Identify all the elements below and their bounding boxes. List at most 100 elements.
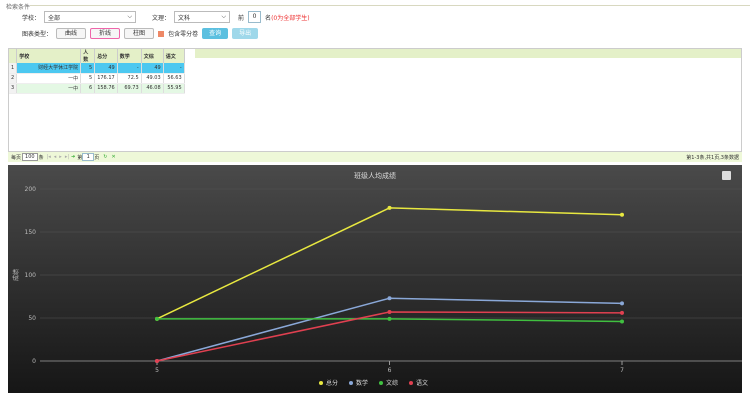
next-page-icon[interactable]: ▸ [59,154,62,160]
legend-marker [349,381,353,385]
chart-type-row: 图表类型： 曲线 折线 柱图 包含零分卷 查询 导出 [22,28,259,39]
legend-item[interactable]: 文综 [386,379,398,387]
col-school[interactable]: 学校 [16,49,82,63]
x-tick-label: 7 [620,367,624,374]
per-page-select[interactable]: 100 [22,153,38,161]
col-total[interactable]: 总分 [94,49,118,63]
y-tick-label: 100 [25,272,37,279]
cell: - [117,63,142,74]
school-value: 全部 [48,14,61,22]
cell: 49.03 [141,73,164,84]
data-point [155,359,159,363]
subject-value: 文科 [178,14,191,22]
page-input[interactable]: 1 [82,153,95,161]
chart-type-label: 图表类型： [22,31,53,38]
col-count[interactable]: 人数 [80,49,96,63]
chart-title: 班级人均成绩 [354,171,396,180]
x-tick-label: 6 [388,367,392,374]
school-label: 学校： [22,14,41,22]
index-header [9,49,18,63]
chevron-down-icon: ⌵ [221,13,227,20]
page-suffix: 页 [94,154,100,161]
chart-type-curve[interactable]: 曲线 [56,28,87,39]
line-chart: 班级人均成绩 0 50 100 150 200 成绩 5 6 7 总分 数学 文综 语文 [12,171,742,387]
col-wenzong[interactable]: 文综 [141,49,164,63]
y-tick-label: 200 [25,186,37,193]
table-row[interactable]: 2 一中 5 176.17 72.5 49.03 56.63 [9,73,185,84]
data-point [387,296,392,301]
first-page-icon[interactable]: |◂ [46,154,51,160]
pager: 每页 100 条 |◂ ◂ ▸ ▸| ➜ 第 1 页 ↻ ✕ 第1-3条,共1页… [8,152,742,162]
cell: 69.73 [117,83,142,94]
top-label: 前 [238,14,245,22]
data-point [387,316,392,321]
data-point [620,301,624,306]
chart-type-line[interactable]: 折线 [90,28,121,39]
chart-panel: 班级人均成绩 0 50 100 150 200 成绩 5 6 7 总分 数学 文综 语文 [8,165,742,393]
data-point [620,212,624,217]
divider [30,5,750,6]
y-tick-label: 0 [32,358,36,365]
cell: 158.76 [94,83,118,94]
data-point [387,309,392,314]
school-select[interactable]: 全部 ⌵ [44,11,137,23]
cell: 49 [94,63,118,74]
cell: 49 [141,63,164,74]
cell: 55.95 [163,83,185,94]
cell: 5 [80,73,96,84]
y-tick-label: 50 [28,315,36,322]
series-line-数学 [156,297,623,362]
row-index: 2 [9,73,18,84]
top-hint: (0为全部学生) [271,14,310,22]
top-suffix: 名 [265,14,272,22]
legend-marker [319,381,323,385]
subject-select[interactable]: 文科 ⌵ [174,11,231,23]
cell: 46.08 [141,83,164,94]
header-row: 学校 人数 总分 数学 文综 语文 [9,49,185,63]
data-point [620,319,624,324]
per-page-suffix: 条 [38,154,44,161]
col-chinese[interactable]: 语文 [163,49,185,63]
cell: 一中 [16,73,82,84]
legend-item[interactable]: 总分 [326,379,338,387]
legend-item[interactable]: 语文 [416,379,428,387]
refresh-icon[interactable]: ↻ [103,154,108,160]
chart-type-bar[interactable]: 柱图 [124,28,155,39]
expand-icon[interactable]: ✕ [111,154,116,160]
cell: 176.17 [94,73,118,84]
cell: - [163,63,185,74]
data-point [387,205,392,210]
legend-item[interactable]: 数学 [356,379,368,387]
last-page-icon[interactable]: ▸| [64,154,70,160]
results-table: 学校 人数 总分 数学 文综 语文 1 财经大学休江学院 5 49-49- 2 一中 5 1… [9,49,185,94]
prev-page-icon[interactable]: ◂ [53,154,57,160]
filter-row: 学校： 全部 ⌵ 文理： 文科 ⌵ 前 0 名(0为全部学生) [22,11,310,23]
per-page-prefix: 每页 [11,154,22,161]
subject-label: 文理： [152,14,171,22]
top-input[interactable]: 0 [248,11,262,23]
x-tick-label: 5 [155,367,159,374]
legend-marker [409,381,413,385]
cell: 6 [80,83,96,94]
col-math[interactable]: 数学 [117,49,142,63]
data-grid: 学校 人数 总分 数学 文综 语文 1 财经大学休江学院 5 49-49- 2 一中 5 1… [8,48,742,152]
page-prefix: 第 [77,154,83,161]
include-zero-checkbox[interactable] [158,30,165,37]
filter-legend: 检索条件 [6,4,31,11]
row-index: 1 [9,63,18,74]
row-index: 3 [9,83,18,94]
table-row[interactable]: 1 财经大学休江学院 5 49-49- [9,63,185,74]
query-button[interactable]: 查询 [202,28,229,39]
cell: 一中 [16,83,82,94]
cell: 5 [80,63,96,74]
data-point [155,316,159,321]
chevron-down-icon: ⌵ [127,13,133,20]
data-point [620,310,624,315]
table-row[interactable]: 3 一中 6 158.76 69.73 46.08 55.95 [9,83,185,94]
cell: 56.63 [163,73,185,84]
go-icon[interactable]: ➜ [71,154,76,160]
legend-marker [379,381,383,385]
export-button[interactable]: 导出 [232,28,259,39]
cell: 财经大学休江学院 [16,63,82,74]
chart-menu-icon[interactable] [722,171,731,180]
